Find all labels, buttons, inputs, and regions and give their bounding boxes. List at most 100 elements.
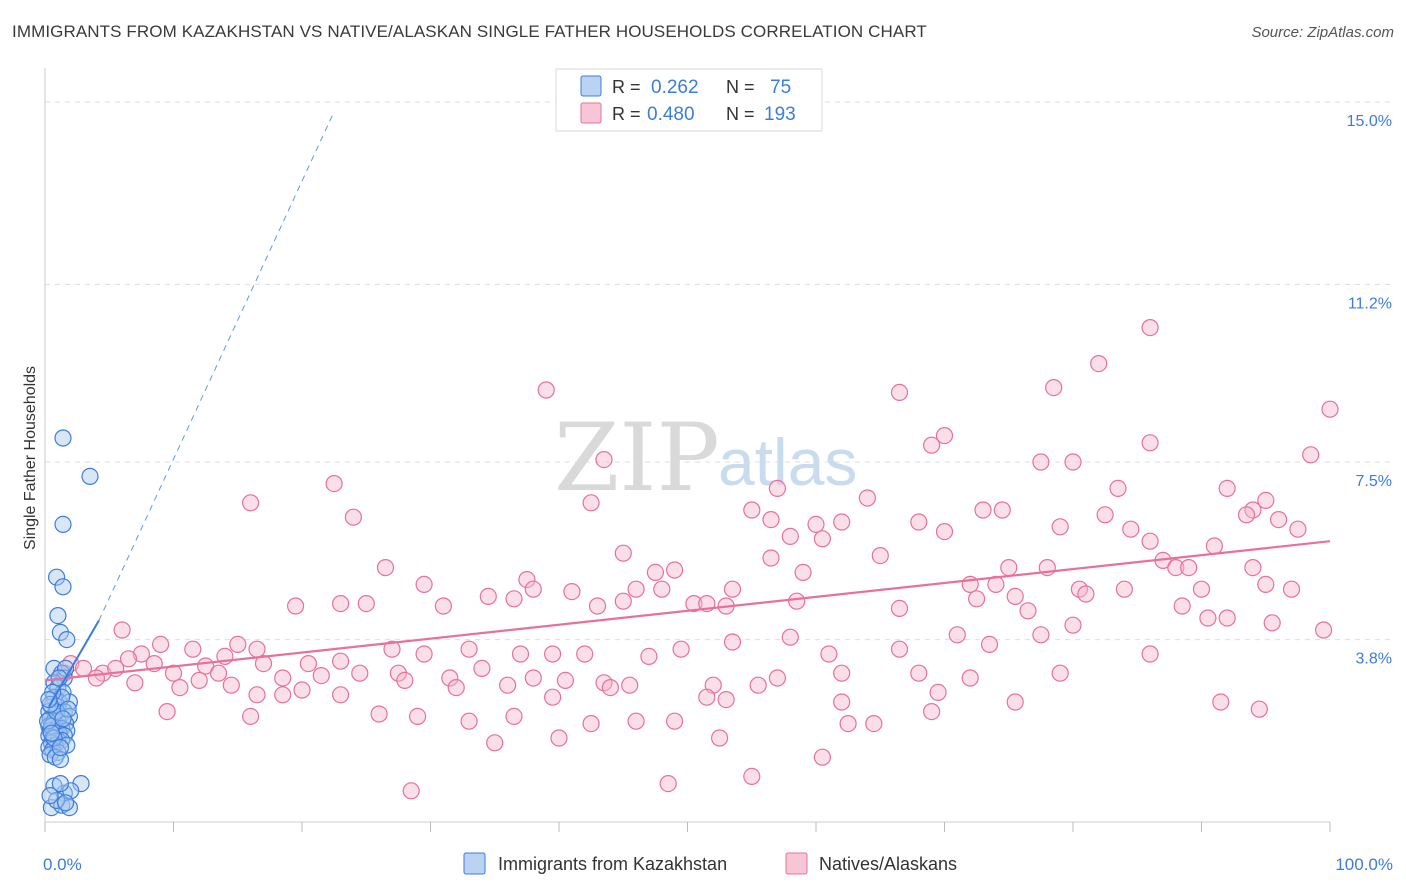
natives-alaskans-point — [582, 494, 600, 512]
kazakhstan-point — [59, 700, 77, 718]
legend-r-label-pink: R = — [612, 104, 641, 124]
natives-alaskans-point — [910, 513, 928, 531]
legend-n-label-blue: N = — [726, 77, 755, 97]
natives-alaskans-point — [890, 640, 909, 658]
natives-alaskans-point — [209, 664, 228, 682]
kazakhstan-point — [54, 429, 72, 447]
legend-r-value-blue: 0.262 — [651, 77, 699, 98]
natives-alaskans-point — [1051, 664, 1069, 682]
x-tick-label: 0.0% — [43, 855, 82, 874]
natives-alaskans-point — [402, 782, 420, 800]
natives-alaskans-point — [409, 707, 427, 726]
natives-alaskans-point — [1077, 585, 1095, 603]
natives-alaskans-point — [332, 652, 350, 670]
natives-alaskans-point — [1173, 597, 1191, 615]
natives-alaskans-point — [601, 678, 620, 697]
natives-alaskans-point — [646, 563, 665, 582]
natives-alaskans-point — [158, 702, 176, 721]
natives-alaskans-point — [672, 640, 690, 658]
natives-alaskans-point — [698, 688, 716, 706]
natives-alaskans-point — [640, 647, 658, 666]
natives-alaskans-point — [344, 508, 362, 526]
kazakhstan-point — [58, 630, 76, 649]
natives-alaskans-point — [781, 628, 799, 646]
legend-n-value-blue: 75 — [770, 77, 791, 98]
natives-alaskans-point — [723, 580, 742, 598]
natives-alaskans-point — [190, 671, 208, 690]
natives-alaskans-point — [1045, 379, 1063, 397]
natives-alaskans-point — [1141, 532, 1159, 550]
natives-alaskans-point — [274, 669, 292, 687]
kazakhstan-trend-extension — [98, 111, 335, 621]
natives-alaskans-point — [460, 712, 478, 730]
natives-alaskans-point — [974, 501, 992, 519]
natives-alaskans-point — [768, 479, 787, 497]
kazakhstan-point — [51, 750, 70, 769]
series-legend-label-pink: Natives/Alaskans — [819, 854, 957, 874]
kazakhstan-point — [45, 729, 63, 747]
natives-alaskans-point — [1051, 518, 1069, 536]
natives-alaskans-point — [1205, 537, 1224, 555]
kazakhstan-point — [47, 568, 66, 586]
series-legend-swatch-pink — [785, 852, 808, 875]
kazakhstan-point — [54, 578, 72, 596]
natives-alaskans-point — [389, 664, 407, 682]
natives-alaskans-point — [1257, 491, 1275, 509]
kazakhstan-point — [51, 738, 70, 757]
kazakhstan-point — [51, 774, 70, 793]
natives-alaskans-point — [460, 640, 478, 658]
natives-alaskans-point — [1212, 693, 1230, 711]
y-tick-label: 7.5% — [1356, 473, 1392, 490]
natives-alaskans-point — [871, 546, 889, 565]
natives-alaskans-point — [781, 527, 799, 546]
natives-alaskans-point — [813, 530, 832, 548]
watermark-zip: ZIP — [554, 404, 720, 513]
kazakhstan-points — [38, 429, 99, 817]
natives-alaskans-point — [1109, 479, 1127, 497]
natives-alaskans-point — [948, 626, 966, 644]
natives-alaskans-point — [524, 580, 542, 598]
series-legend-label-blue: Immigrants from Kazakhstan — [498, 854, 727, 874]
natives-alaskans-point — [1314, 621, 1333, 639]
natives-alaskans-point — [222, 676, 240, 694]
natives-alaskans-point — [242, 494, 260, 512]
natives-alaskans-point — [768, 669, 787, 687]
natives-alaskans-point — [833, 664, 851, 682]
source-label: Source: ZipAtlas.com — [1251, 24, 1394, 41]
natives-alaskans-point — [332, 686, 350, 704]
natives-alaskans-point — [1269, 510, 1288, 529]
trend-lines — [44, 111, 1331, 708]
natives-alaskans-point — [293, 681, 311, 699]
natives-alaskans-point — [254, 654, 273, 673]
natives-alaskans-point — [248, 686, 266, 704]
natives-alaskans-point — [1263, 614, 1281, 632]
natives-alaskans-point — [1064, 616, 1082, 634]
natives-alaskans-point — [659, 774, 677, 793]
natives-alaskans-point — [505, 590, 523, 608]
legend-n-label-pink: N = — [726, 104, 755, 124]
natives-alaskans-point — [1289, 520, 1307, 538]
natives-alaskans-point — [1000, 558, 1018, 577]
legend-r-value-pink: 0.480 — [647, 104, 695, 125]
legend-r-label-blue: R = — [612, 77, 641, 97]
natives-alaskans-point — [1019, 602, 1037, 620]
natives-alaskans-point — [1006, 587, 1024, 606]
kazakhstan-trend-line — [47, 619, 100, 708]
natives-alaskans-point — [588, 597, 607, 615]
natives-alaskans-point — [743, 767, 761, 786]
natives-alaskans-point — [935, 427, 954, 445]
natives-alaskans-point — [119, 650, 138, 668]
natives-alaskans-point — [1090, 355, 1108, 373]
natives-alaskans-point — [595, 451, 613, 469]
natives-alaskans-point — [993, 501, 1011, 519]
natives-alaskans-point — [910, 664, 928, 682]
natives-alaskans-point — [1302, 446, 1320, 464]
natives-alaskans-point — [858, 489, 877, 507]
natives-alaskans-point — [499, 676, 517, 694]
natives-alaskans-point — [922, 436, 941, 454]
natives-alaskans-point — [743, 501, 761, 519]
natives-alaskans-point — [383, 640, 401, 658]
natives-alaskans-point — [376, 558, 395, 577]
natives-alaskans-point — [370, 705, 388, 723]
